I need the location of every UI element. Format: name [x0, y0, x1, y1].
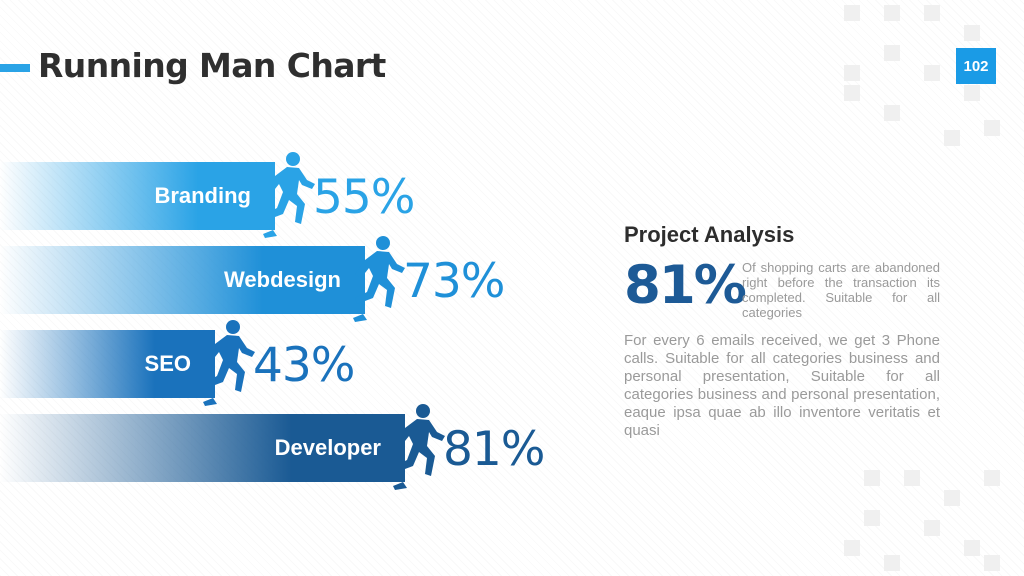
- page-title: Running Man Chart: [38, 46, 386, 85]
- bar-seo: SEO 43%: [0, 320, 475, 406]
- bar-value-label: 81%: [443, 422, 545, 477]
- bar-fill: [0, 246, 365, 314]
- bar-value-label: 55%: [313, 170, 415, 225]
- bar-fill: [0, 162, 275, 230]
- stat-value: 81%: [624, 255, 747, 316]
- bar-value-label: 43%: [253, 338, 355, 393]
- project-analysis-panel: Project Analysis 81% Of shopping carts a…: [624, 222, 940, 440]
- bar-label: Webdesign: [224, 267, 341, 292]
- title-accent-bar: [0, 64, 30, 72]
- running-man-icon: [257, 150, 317, 238]
- running-man-icon: [197, 318, 257, 406]
- bar-fill: [0, 330, 215, 398]
- bar-webdesign: Webdesign 73%: [0, 236, 625, 322]
- running-man-icon: [347, 234, 407, 322]
- stat-row: 81% Of shopping carts are abandoned righ…: [624, 255, 940, 321]
- analysis-body: For every 6 emails received, we get 3 Ph…: [624, 332, 940, 439]
- bar-value-label: 73%: [403, 254, 505, 309]
- page-number-badge: 102: [956, 48, 996, 84]
- bar-branding: Branding 55%: [0, 152, 535, 238]
- bar-fill: [0, 414, 405, 482]
- analysis-title: Project Analysis: [624, 222, 795, 247]
- stat-description: Of shopping carts are abandoned right be…: [742, 260, 940, 320]
- bar-label: Developer: [274, 435, 381, 460]
- bar-label: Branding: [154, 183, 251, 208]
- running-man-icon: [387, 402, 447, 490]
- bar-developer: Developer 81%: [0, 404, 665, 490]
- bar-label: SEO: [144, 351, 191, 376]
